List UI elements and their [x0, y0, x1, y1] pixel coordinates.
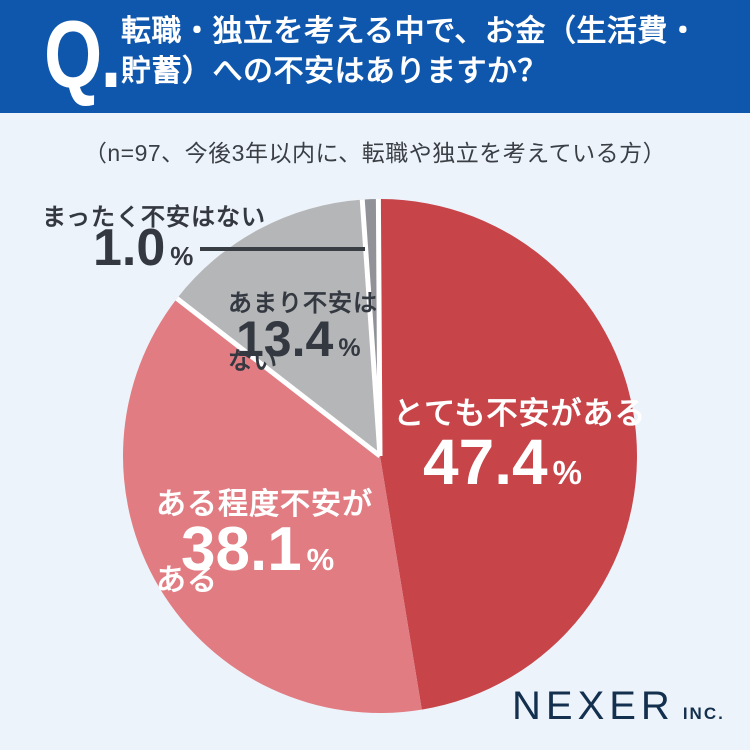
slice-gap-line	[175, 296, 382, 458]
percent-sign: %	[552, 454, 582, 491]
question-title: 転職・独立を考える中で、お金（生活費・ 貯蓄）への不安はありますか？	[121, 12, 698, 92]
label-amari-fuan-wa-nai: あまり不安は ない	[228, 260, 378, 405]
percent-sign: %	[338, 334, 361, 362]
label-aru-teido-fuan-ga-aru: ある程度不安が ある	[156, 448, 373, 638]
q-mark: Q.	[44, 1, 121, 108]
label-totemo-fuan-ga-aru: とても不安がある	[393, 396, 647, 431]
question-header: Q. 転職・独立を考える中で、お金（生活費・ 貯蓄）への不安はありますか？	[0, 0, 750, 113]
pie-slice-3	[176, 199, 380, 456]
value-aru-teido-fuan-ga-aru: 38.1 %	[181, 519, 334, 581]
percent-sign: %	[170, 241, 194, 271]
label-line2: ある	[156, 564, 218, 597]
value-number: 47.4	[423, 426, 548, 498]
label-mattaku-fuan-wa-nai: まったく不安はない	[42, 204, 267, 231]
nexer-logo-text: NEXER	[512, 684, 675, 728]
pie-slice-2	[122, 298, 422, 713]
question-title-line2: 貯蓄）への不安はありますか？	[121, 55, 548, 88]
value-mattaku-fuan-wa-nai: 1.0 %	[93, 222, 193, 274]
question-title-line1: 転職・独立を考える中で、お金（生活費・	[121, 15, 699, 48]
nexer-logo-suffix: INC.	[682, 704, 725, 723]
nexer-logo: NEXER INC.	[512, 684, 725, 729]
percent-sign: %	[306, 542, 335, 577]
value-number: 38.1	[181, 515, 302, 584]
pie-slice-1	[380, 199, 638, 710]
sample-note: （n=97、今後3年以内に、転職や独立を考えている方）	[83, 140, 667, 166]
value-totemo-fuan-ga-aru: 47.4 %	[423, 430, 582, 494]
value-amari-fuan-wa-nai: 13.4 %	[236, 314, 361, 364]
pie-slices	[122, 199, 638, 713]
label-line1: あまり不安は	[228, 290, 378, 317]
label-line1: ある程度不安が	[156, 488, 373, 521]
value-number: 1.0	[93, 219, 166, 277]
pie-slice-gaps	[175, 198, 383, 458]
value-number: 13.4	[236, 311, 334, 367]
label-line2: ない	[228, 348, 278, 375]
slice-gap-line	[375, 198, 383, 457]
slice-gap-line	[359, 199, 383, 457]
